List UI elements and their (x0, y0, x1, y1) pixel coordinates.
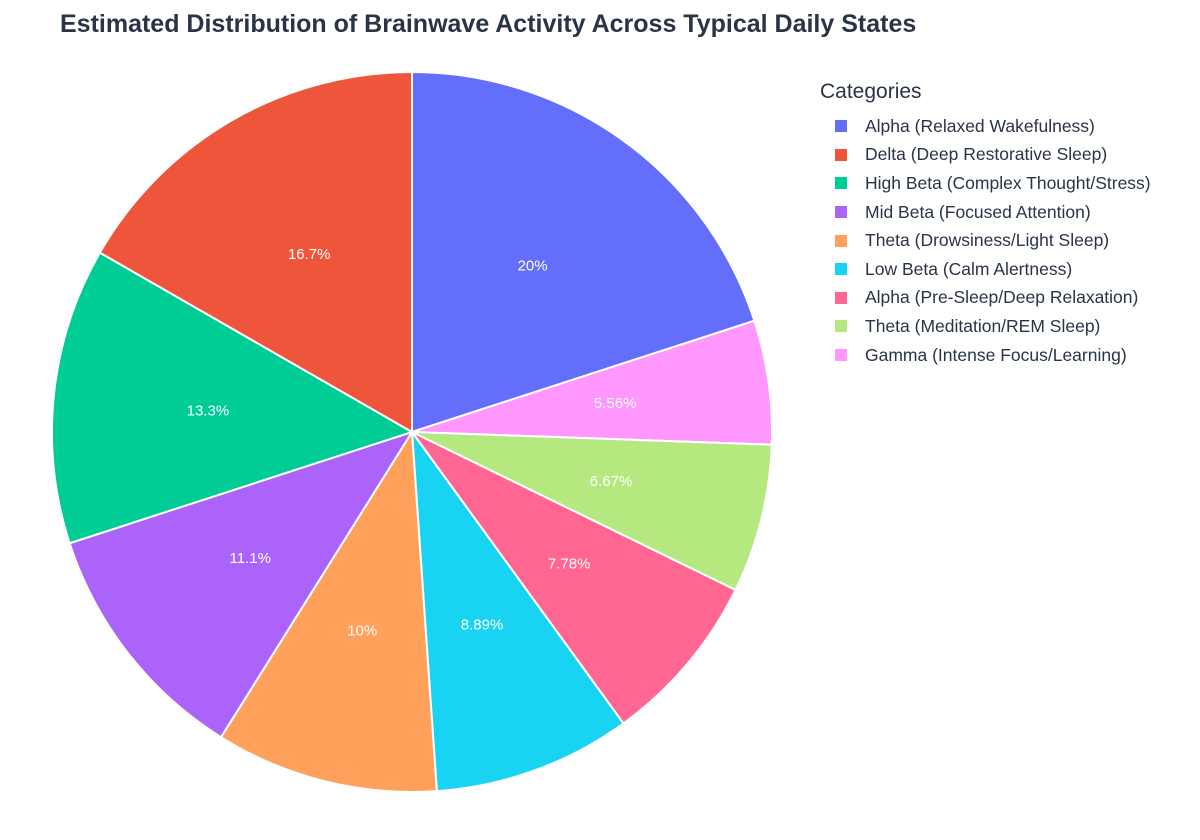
legend-item-alpha-pre-sleep-deep-relaxation[interactable]: Alpha (Pre-Sleep/Deep Relaxation) (820, 284, 1151, 313)
pie-slice-delta-deep-restorative-sleep[interactable] (98, 70, 413, 434)
slice-label-alpha-relaxed-wakefulness: 20% (518, 257, 548, 274)
legend-item-theta-meditation-rem-sleep[interactable]: Theta (Meditation/REM Sleep) (820, 312, 1151, 341)
legend-label: Delta (Deep Restorative Sleep) (865, 144, 1108, 165)
legend-swatch (835, 120, 847, 133)
slice-label-delta-deep-restorative-sleep: 16.7% (288, 246, 331, 263)
legend-swatch (835, 349, 847, 362)
legend-swatch (835, 263, 847, 276)
legend-label: Alpha (Pre-Sleep/Deep Relaxation) (865, 287, 1139, 308)
legend-items: Alpha (Relaxed Wakefulness) Delta (Deep R… (820, 112, 1151, 369)
legend-label: Theta (Meditation/REM Sleep) (865, 315, 1101, 336)
pie-slice-mid-beta-focused-attention[interactable] (68, 430, 415, 739)
slice-label-theta-meditation-rem-sleep: 6.67% (590, 473, 633, 490)
pie-slice-theta-drowsiness-light-sleep[interactable] (219, 428, 438, 793)
slice-label-theta-drowsiness-light-sleep: 10% (347, 623, 377, 640)
legend-item-gamma-intense-focus-learning[interactable]: Gamma (Intense Focus/Learning) (820, 341, 1151, 370)
legend-swatch (835, 291, 847, 304)
legend-swatch (835, 177, 847, 190)
legend-label: Mid Beta (Focused Attention) (865, 201, 1091, 222)
legend-item-theta-drowsiness-light-sleep[interactable]: Theta (Drowsiness/Light Sleep) (820, 226, 1151, 255)
legend-swatch (835, 320, 847, 333)
legend-item-low-beta-calm-alertness[interactable]: Low Beta (Calm Alertness) (820, 255, 1151, 284)
legend-label: Theta (Drowsiness/Light Sleep) (865, 230, 1110, 251)
slice-label-alpha-pre-sleep-deep-relaxation: 7.78% (548, 555, 591, 572)
chart-title: Estimated Distribution of Brainwave Acti… (60, 10, 917, 38)
legend-title: Categories (820, 80, 922, 103)
slice-label-gamma-intense-focus-learning: 5.56% (594, 395, 637, 412)
legend-label: Gamma (Intense Focus/Learning) (865, 344, 1127, 365)
slice-label-mid-beta-focused-attention: 11.1% (230, 550, 271, 567)
legend-item-high-beta-complex-thought-stress[interactable]: High Beta (Complex Thought/Stress) (820, 169, 1151, 198)
legend-label: Low Beta (Calm Alertness) (865, 258, 1073, 279)
legend-swatch (835, 148, 847, 161)
slice-label-high-beta-complex-thought-stress: 13.3% (187, 402, 230, 419)
legend-label: High Beta (Complex Thought/Stress) (865, 172, 1151, 193)
pie-slice-high-beta-complex-thought-stress[interactable] (51, 251, 415, 545)
pie-slice-theta-meditation-rem-sleep[interactable] (411, 431, 773, 592)
legend-swatch (835, 234, 847, 247)
legend-item-delta-deep-restorative-sleep[interactable]: Delta (Deep Restorative Sleep) (820, 141, 1151, 170)
legend: Categories Alpha (Relaxed Wakefulness) De… (820, 80, 1151, 369)
pie-slice-alpha-pre-sleep-deep-relaxation[interactable] (411, 431, 737, 725)
legend-item-mid-beta-focused-attention[interactable]: Mid Beta (Focused Attention) (820, 198, 1151, 227)
slice-label-low-beta-calm-alertness: 8.89% (461, 616, 504, 633)
pie-slice-low-beta-calm-alertness[interactable] (410, 428, 625, 793)
pie-slice-alpha-relaxed-wakefulness[interactable] (411, 70, 756, 434)
legend-label: Alpha (Relaxed Wakefulness) (865, 115, 1095, 136)
legend-swatch (835, 206, 847, 219)
legend-item-alpha-relaxed-wakefulness[interactable]: Alpha (Relaxed Wakefulness) (820, 112, 1151, 141)
